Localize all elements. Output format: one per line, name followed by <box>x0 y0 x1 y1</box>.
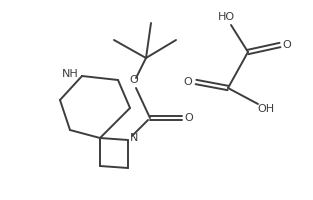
Text: OH: OH <box>257 104 275 114</box>
Text: O: O <box>184 77 192 87</box>
Text: N: N <box>130 133 138 143</box>
Text: HO: HO <box>218 12 234 22</box>
Text: O: O <box>130 75 138 85</box>
Text: O: O <box>185 113 193 123</box>
Text: NH: NH <box>62 69 78 79</box>
Text: O: O <box>283 40 291 50</box>
